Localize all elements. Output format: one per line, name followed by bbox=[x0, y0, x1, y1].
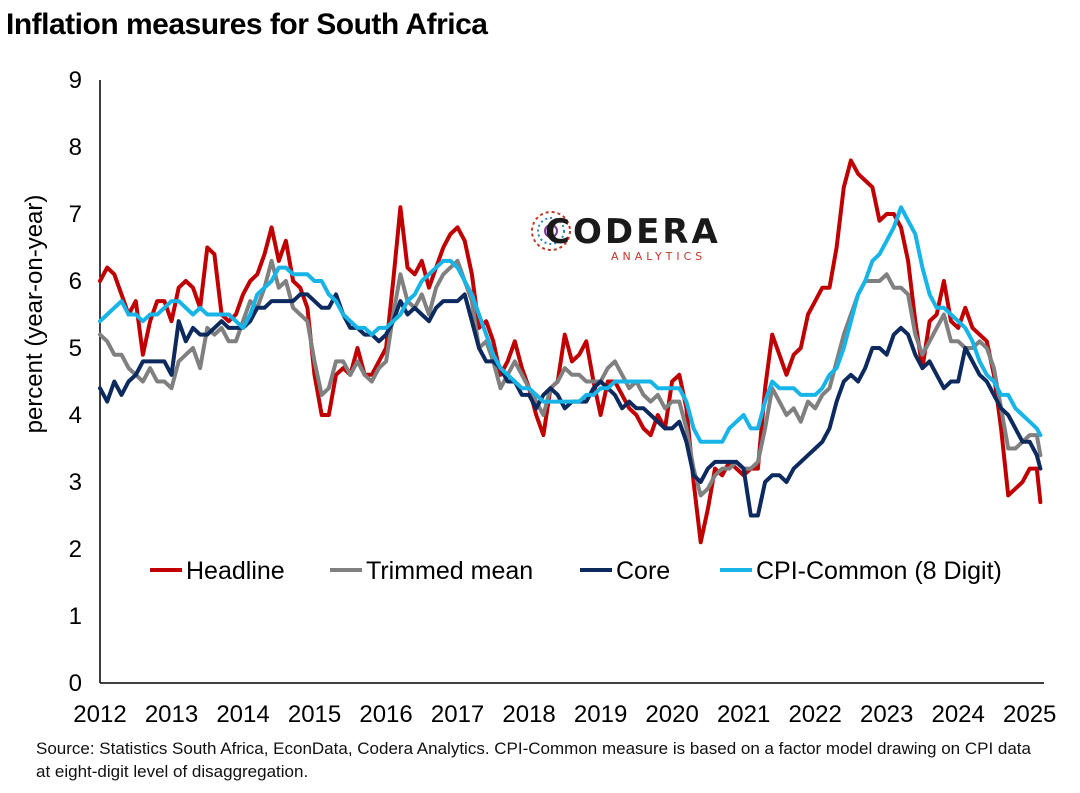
x-tick-label: 2025 bbox=[1003, 701, 1056, 728]
series-line-headline bbox=[98, 158, 1043, 545]
y-tick-label: 8 bbox=[69, 134, 82, 161]
x-tick-label: 2016 bbox=[359, 701, 412, 728]
x-tick-label: 2018 bbox=[502, 701, 555, 728]
legend-label: Core bbox=[616, 557, 670, 585]
series-lines bbox=[98, 158, 1043, 545]
axes bbox=[99, 80, 1044, 684]
x-tick-label: 2017 bbox=[431, 701, 484, 728]
x-tick-label: 2024 bbox=[931, 701, 984, 728]
legend-label: Headline bbox=[186, 557, 285, 585]
y-tick-label: 0 bbox=[69, 670, 82, 697]
y-tick-label: 9 bbox=[69, 67, 82, 94]
y-tick-label: 6 bbox=[69, 268, 82, 295]
logo-wordmark: CODERA bbox=[545, 212, 721, 252]
y-tick-label: 3 bbox=[69, 469, 82, 496]
y-axis-title: percent (year-on-year) bbox=[21, 195, 48, 434]
y-tick-labels: 0 1 2 3 4 5 6 7 8 9 bbox=[69, 67, 82, 697]
x-tick-label: 2013 bbox=[145, 701, 198, 728]
legend: Headline Trimmed mean Core CPI-Common (8 Di… bbox=[150, 557, 1002, 585]
y-tick-label: 5 bbox=[69, 335, 82, 362]
x-tick-label: 2012 bbox=[73, 701, 126, 728]
x-tick-label: 2022 bbox=[788, 701, 841, 728]
x-tick-label: 2019 bbox=[574, 701, 627, 728]
x-tick-label: 2014 bbox=[216, 701, 269, 728]
legend-label: Trimmed mean bbox=[366, 557, 533, 585]
source-note: Source: Statistics South Africa, EconDat… bbox=[36, 739, 1031, 781]
legend-label: CPI-Common (8 Digit) bbox=[756, 557, 1002, 585]
logo-emblem-icon bbox=[531, 211, 571, 251]
chart-title: Inflation measures for South Africa bbox=[6, 8, 488, 41]
x-tick-label: 2023 bbox=[860, 701, 913, 728]
y-tick-label: 7 bbox=[69, 201, 82, 228]
x-tick-label: 2020 bbox=[645, 701, 698, 728]
x-tick-labels: 2012 2013 2014 2015 2016 2017 2018 2019 2020 2021… bbox=[73, 701, 1056, 728]
y-tick-label: 1 bbox=[69, 603, 82, 630]
y-tick-label: 4 bbox=[69, 402, 82, 429]
x-tick-label: 2015 bbox=[288, 701, 341, 728]
x-tick-label: 2021 bbox=[717, 701, 770, 728]
logo-subtitle: ANALYTICS bbox=[611, 250, 706, 263]
y-tick-label: 2 bbox=[69, 536, 82, 563]
series-line-cpi-common-8-digit bbox=[98, 205, 1043, 444]
codera-logo: CODERA ANALYTICS bbox=[531, 211, 721, 263]
